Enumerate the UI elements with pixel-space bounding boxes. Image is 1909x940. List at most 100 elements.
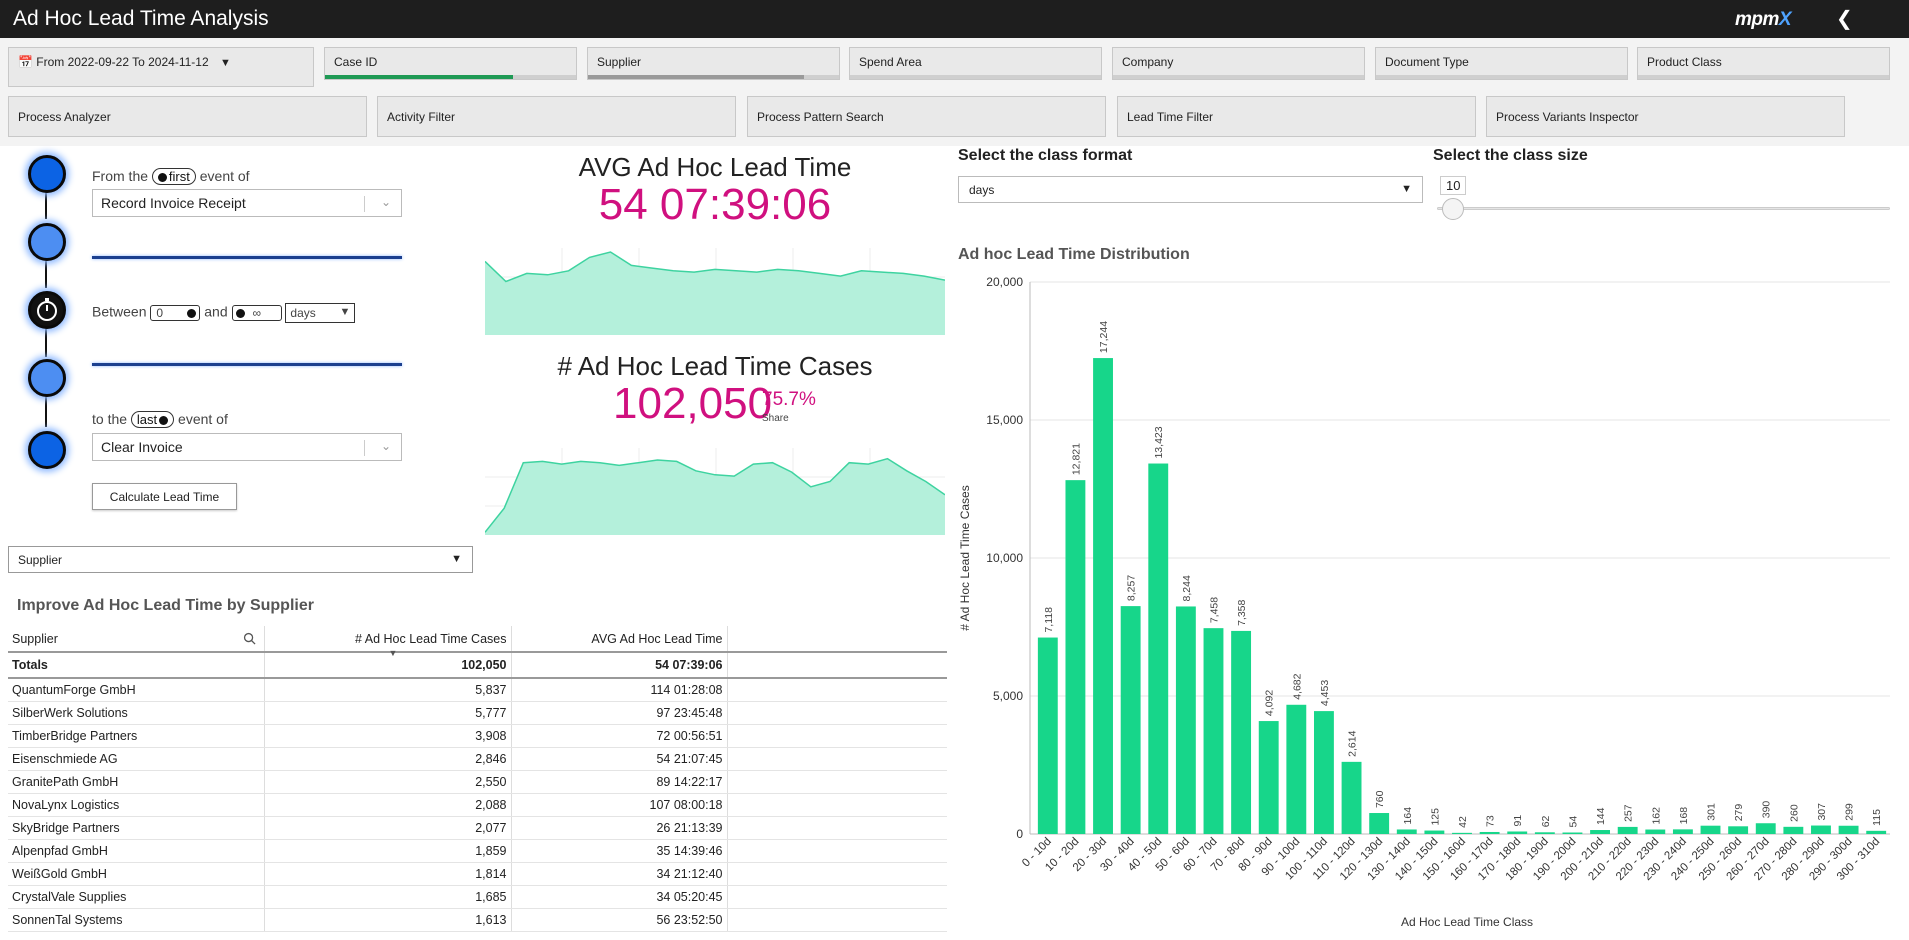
bar[interactable] [1231, 630, 1252, 834]
filter-selection-bar [1376, 75, 1627, 79]
bar[interactable] [1286, 704, 1307, 834]
from-label: From the first event of [92, 168, 250, 185]
table-row[interactable]: Alpenpfad GmbH 1,859 35 14:39:46 [8, 839, 947, 863]
from-rule [92, 256, 402, 259]
connector-line [45, 191, 47, 219]
bar-data-label: 162 [1650, 807, 1662, 825]
bar[interactable] [1313, 711, 1334, 834]
bar[interactable] [1645, 829, 1666, 834]
mpmx-logo: mpmX [1735, 9, 1792, 31]
bar[interactable] [1866, 830, 1887, 834]
class-format-select[interactable]: days ▼ [958, 176, 1423, 203]
app-button-activity-filter[interactable]: Activity Filter [377, 96, 736, 137]
bar[interactable] [1396, 829, 1417, 834]
app-button-process-pattern-search[interactable]: Process Pattern Search [747, 96, 1106, 137]
bar[interactable] [1120, 606, 1141, 834]
column-header-avg[interactable]: AVG Ad Hoc Lead Time [511, 626, 728, 653]
filter-supplier[interactable]: Supplier [587, 47, 840, 80]
empty-cell [727, 816, 947, 840]
app-button-process-analyzer[interactable]: Process Analyzer [8, 96, 367, 137]
table-row[interactable]: TimberBridge Partners 3,908 72 00:56:51 [8, 724, 947, 748]
supplier-cell: Alpenpfad GmbH [8, 839, 265, 863]
filter-document-type[interactable]: Document Type [1375, 47, 1628, 80]
table-row[interactable]: GranitePath GmbH 2,550 89 14:22:17 [8, 770, 947, 794]
table-row[interactable]: WeißGold GmbH 1,814 34 21:12:40 [8, 862, 947, 886]
filter-case-id[interactable]: Case ID [324, 47, 577, 80]
bar-data-label: 4,453 [1319, 680, 1331, 706]
bar[interactable] [1672, 829, 1693, 834]
sort-desc-icon: ▼ [388, 648, 398, 658]
table-row[interactable]: CrystalVale Supplies 1,685 34 05:20:45 [8, 885, 947, 909]
bar[interactable] [1093, 358, 1113, 834]
bar[interactable] [1838, 825, 1859, 834]
select-separator [364, 196, 365, 212]
bar[interactable] [1479, 831, 1500, 834]
last-occurrence-toggle[interactable]: last [130, 411, 175, 428]
unit-select[interactable]: days ▼ [285, 303, 356, 323]
cases-cell: 1,685 [264, 885, 512, 909]
avg-cell: 97 23:45:48 [511, 701, 728, 725]
bar[interactable] [1700, 825, 1721, 834]
bar[interactable] [1424, 830, 1445, 834]
first-occurrence-toggle[interactable]: first [151, 168, 196, 185]
app-button-lead-time-filter[interactable]: Lead Time Filter [1117, 96, 1476, 137]
bar[interactable] [1037, 637, 1058, 834]
bar[interactable] [1175, 606, 1196, 834]
to-event-value: Clear Invoice [101, 439, 183, 455]
supplier-table: Supplier # Ad Hoc Lead Time Cases ▼ AVG … [8, 626, 947, 932]
to-event-select[interactable]: Clear Invoice ⌄ [92, 433, 402, 461]
table-row[interactable]: Eisenschmiede AG 2,846 54 21:07:45 [8, 747, 947, 771]
chevron-left-icon[interactable]: ❮ [1836, 8, 1853, 30]
bar[interactable] [1507, 831, 1528, 834]
bar[interactable] [1258, 721, 1279, 834]
cases-sparkline [485, 448, 945, 535]
bar[interactable] [1590, 830, 1611, 834]
cases-spark-area [485, 458, 945, 535]
search-icon[interactable] [243, 632, 256, 645]
table-row[interactable]: SonnenTal Systems 1,613 56 23:52:50 [8, 908, 947, 932]
app-button-process-variants-inspector[interactable]: Process Variants Inspector [1486, 96, 1845, 137]
bar[interactable] [1783, 826, 1804, 834]
bar-data-label: 144 [1595, 807, 1607, 825]
min-lead-time-input[interactable]: 0 [150, 305, 201, 321]
max-lead-time-input[interactable]: ∞ [231, 305, 282, 321]
to-rule [92, 363, 402, 366]
class-size-title: Select the class size [1433, 147, 1588, 164]
bar-data-label: 73 [1485, 815, 1497, 827]
bar[interactable] [1369, 813, 1390, 834]
dimension-select[interactable]: Supplier ▼ [8, 546, 473, 573]
date-range-filter[interactable]: 📅 From 2022-09-22 To 2024-11-12 ▼ [8, 47, 314, 87]
caret-down-icon: ▼ [219, 57, 231, 69]
bar[interactable] [1148, 463, 1169, 834]
last-occurrence-label: last [136, 412, 158, 427]
from-event-select[interactable]: Record Invoice Receipt ⌄ [92, 189, 402, 217]
bar[interactable] [1811, 825, 1831, 834]
bar[interactable] [1065, 480, 1086, 834]
cases-value: 102,050 [613, 379, 773, 428]
bar[interactable] [1452, 832, 1472, 834]
class-size-slider-handle[interactable] [1442, 198, 1465, 220]
table-row[interactable]: SkyBridge Partners 2,077 26 21:13:39 [8, 816, 947, 840]
unit-value: days [290, 306, 316, 320]
column-header-cases[interactable]: # Ad Hoc Lead Time Cases ▼ [264, 626, 512, 658]
table-row[interactable]: QuantumForge GmbH 5,837 114 01:28:08 [8, 678, 947, 702]
filter-spend-area[interactable]: Spend Area [849, 47, 1102, 80]
cases-cell: 2,550 [264, 770, 512, 794]
column-header-supplier[interactable]: Supplier [8, 626, 265, 653]
bar[interactable] [1755, 823, 1776, 834]
bar[interactable] [1341, 761, 1362, 834]
from-event-value: Record Invoice Receipt [101, 195, 246, 211]
filter-company[interactable]: Company [1112, 47, 1365, 80]
bar[interactable] [1728, 826, 1749, 834]
filter-product-class[interactable]: Product Class [1637, 47, 1890, 80]
bar-data-label: 62 [1540, 815, 1552, 827]
bar[interactable] [1562, 832, 1583, 834]
bar-data-label: 301 [1706, 803, 1718, 821]
class-size-slider-track[interactable] [1437, 207, 1890, 210]
bar[interactable] [1617, 826, 1638, 834]
table-row[interactable]: NovaLynx Logistics 2,088 107 08:00:18 [8, 793, 947, 817]
calculate-lead-time-button[interactable]: Calculate Lead Time [92, 483, 237, 510]
table-row[interactable]: SilberWerk Solutions 5,777 97 23:45:48 [8, 701, 947, 725]
bar[interactable] [1203, 628, 1224, 834]
bar[interactable] [1534, 832, 1555, 834]
